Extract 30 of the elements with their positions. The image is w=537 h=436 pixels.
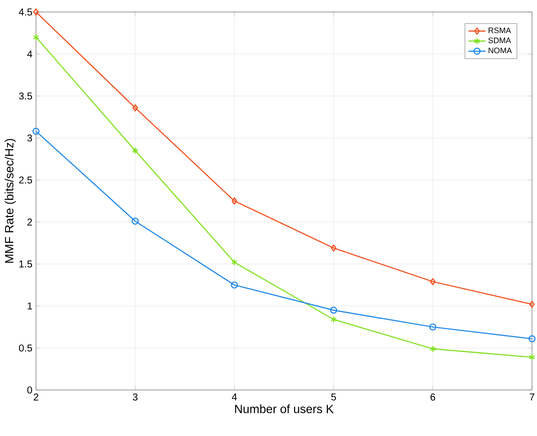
point: [132, 147, 138, 154]
y-tick-label: 1: [28, 302, 32, 310]
x-tick-label: 2: [34, 394, 38, 400]
point: [330, 244, 336, 252]
point: [230, 281, 238, 289]
y-tick-label: 3: [27, 134, 32, 142]
y-tick-label: 0.5: [19, 344, 32, 352]
y-tick-label: 3.5: [19, 92, 32, 100]
x-tick-label: 4: [232, 394, 237, 400]
y-tick-label: 0: [27, 386, 32, 394]
point: [232, 197, 238, 205]
y-tick-label: 1.5: [19, 260, 32, 268]
y-tick-label: 2.5: [19, 176, 32, 184]
x-tick-label: 7: [530, 394, 534, 400]
x-axis-title: Number of users K: [235, 404, 334, 414]
y-tick-label: 4.5: [18, 8, 32, 16]
y-tick-label: 4: [27, 50, 32, 58]
point: [132, 104, 138, 112]
point: [430, 345, 436, 352]
point: [429, 323, 436, 331]
point: [132, 218, 139, 225]
x-tick-label: 3: [132, 394, 138, 401]
point: [330, 316, 337, 323]
point: [330, 306, 338, 314]
point: [231, 258, 238, 266]
y-tick-label: 2: [27, 218, 32, 226]
point: [430, 278, 436, 286]
y-axis-title: MMF Rate (bits/sec/Hz): [4, 138, 16, 263]
x-tick-label: 5: [331, 394, 336, 400]
x-tick-label: 6: [430, 394, 436, 401]
